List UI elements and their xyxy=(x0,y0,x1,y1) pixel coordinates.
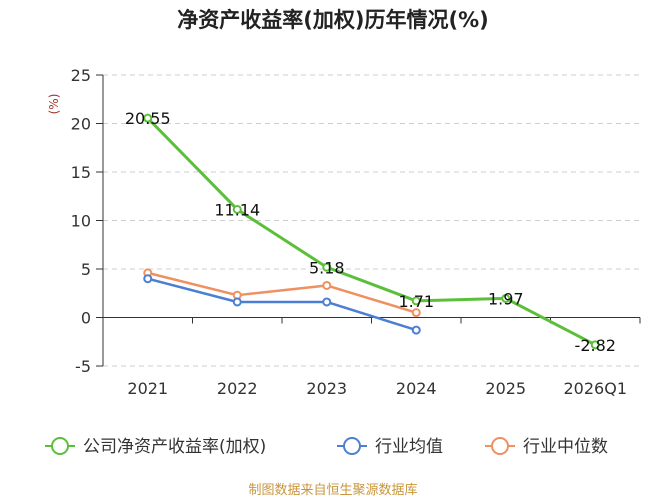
x-tick-label: 2022 xyxy=(217,379,258,398)
series-point-1 xyxy=(232,297,242,307)
legend-label-1: 行业均值 xyxy=(375,437,443,457)
data-label: 1.71 xyxy=(398,292,434,311)
y-tick-label: 25 xyxy=(71,66,91,85)
series-point-2 xyxy=(411,308,421,318)
series-line-2 xyxy=(147,271,417,314)
series-point-0 xyxy=(143,113,153,123)
data-label: 20.55 xyxy=(125,109,171,128)
data-label: 5.18 xyxy=(309,258,345,277)
x-tick-label: 2021 xyxy=(127,379,168,398)
x-tick-label: 2025 xyxy=(485,379,526,398)
data-label-layer: 20.55 11.14 5.18 1.71 1.97 -2.82 xyxy=(125,109,616,355)
series-point-0 xyxy=(411,296,421,306)
legend-marker-2 xyxy=(491,437,509,455)
legend-label-0: 公司净资产收益率(加权) xyxy=(83,437,266,457)
y-axis-unit-label: (%) xyxy=(47,94,61,115)
series-point-0 xyxy=(322,262,332,272)
series-point-0 xyxy=(501,293,511,303)
x-tick-label: 2026Q1 xyxy=(564,379,628,398)
y-tick-label: -5 xyxy=(75,357,91,376)
series-layer xyxy=(143,113,600,350)
source-note: 制图数据来自恒生聚源数据库 xyxy=(248,482,417,498)
legend: 公司净资产收益率(加权) 行业均值 行业中位数 xyxy=(45,437,608,457)
series-point-1 xyxy=(143,274,153,284)
data-label: 1.97 xyxy=(488,289,524,308)
series-point-0 xyxy=(590,340,600,350)
y-tick-label: 0 xyxy=(81,309,91,328)
legend-marker-1 xyxy=(343,437,361,455)
y-tick-label: 10 xyxy=(71,212,91,231)
y-tick-label: 20 xyxy=(71,115,91,134)
data-label: 11.14 xyxy=(214,200,260,219)
x-tick-label: 2023 xyxy=(306,379,347,398)
series-line-0 xyxy=(146,117,596,347)
series-point-1 xyxy=(411,325,421,335)
series-point-1 xyxy=(322,297,332,307)
series-point-0 xyxy=(232,204,242,214)
series-point-2 xyxy=(322,280,332,290)
chart-title: 净资产收益率(加权)历年情况(%) xyxy=(177,8,488,32)
legend-label-2: 行业中位数 xyxy=(523,437,608,457)
legend-marker-0 xyxy=(51,437,69,455)
data-label: -2.82 xyxy=(575,336,616,355)
series-line-1 xyxy=(147,277,417,332)
y-tick-label: 5 xyxy=(81,260,91,279)
x-tick-label: 2024 xyxy=(396,379,437,398)
y-tick-label: 15 xyxy=(71,163,91,182)
